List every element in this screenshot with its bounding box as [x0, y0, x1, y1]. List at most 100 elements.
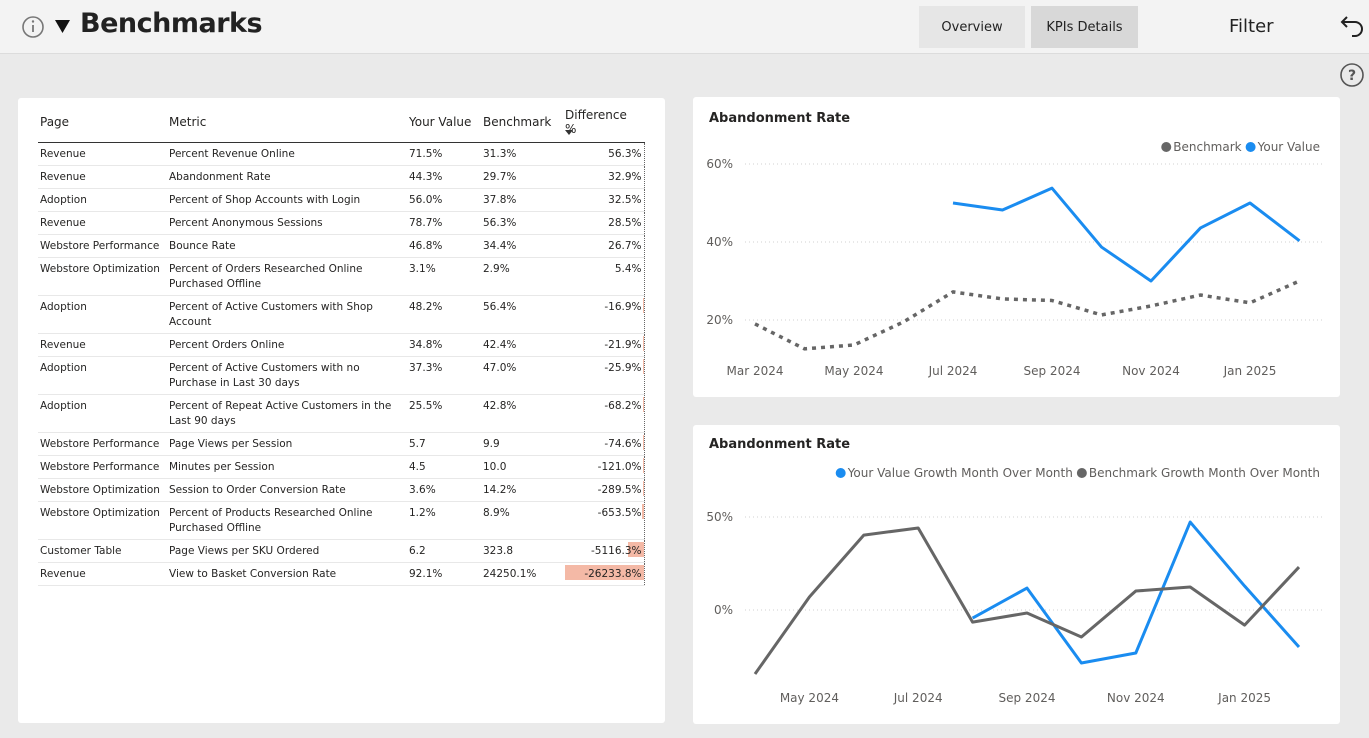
chart: Abandonment Rate 0% 50% May 2024 Jul 2024 Sep…: [706, 437, 1325, 705]
cell: Bounce Rate: [167, 234, 407, 258]
cell-text: -25.9%: [604, 362, 642, 374]
cell: Percent of Shop Accounts with Login: [167, 188, 407, 212]
series-line: [952, 186, 1301, 283]
info-icon[interactable]: [22, 16, 44, 38]
tab-kpis[interactable]: KPIs Details: [1031, 6, 1138, 48]
cell: 2.9%: [481, 257, 563, 296]
cell: Revenue: [38, 142, 167, 166]
undo-icon[interactable]: [1338, 13, 1368, 43]
x-tick-label: Sep 2024: [1024, 364, 1081, 378]
cell: Percent of Orders Researched Online Purc…: [167, 257, 407, 296]
cell: Percent of Active Customers with Shop Ac…: [167, 295, 407, 334]
table-row: Revenue Percent Anonymous Sessions 78.7% 56…: [38, 211, 645, 235]
table-row: Webstore Performance Page Views per Sessi…: [38, 432, 645, 456]
chart: Abandonment Rate 20% 40% 60% Mar 2024 May 202…: [706, 111, 1325, 378]
cell-text: 28.5%: [608, 217, 642, 229]
cell: 3.1%: [407, 257, 481, 296]
cell: 28.5%: [563, 211, 645, 235]
cell: 32.9%: [563, 165, 645, 189]
cell: Page Views per SKU Ordered: [167, 539, 407, 563]
tab-overview[interactable]: Overview: [919, 6, 1025, 48]
header-icons: [22, 16, 70, 38]
data-bar: [564, 565, 644, 580]
cell-text: 5.4%: [614, 263, 642, 275]
cell-text: -74.6%: [604, 438, 642, 450]
cell: -68.2%: [563, 394, 645, 433]
x-tick-label: Jan 2025: [1217, 691, 1271, 705]
y-tick-label: 0%: [714, 603, 733, 617]
cell: 9.9: [481, 432, 563, 456]
chart-title: Abandonment Rate: [709, 437, 850, 452]
table-body: Revenue Percent Revenue Online 71.5% 31.3% 5…: [38, 142, 645, 586]
table-row: Revenue Percent Revenue Online 71.5% 31.3% 5…: [38, 142, 645, 166]
cell: 31.3%: [481, 142, 563, 166]
table-row: Adoption Percent of Active Customers with…: [38, 295, 645, 334]
cell: Percent of Active Customers with no Purc…: [167, 356, 407, 395]
table-row: Customer Table Page Views per SKU Ordered…: [38, 539, 645, 563]
cell: View to Basket Conversion Rate: [167, 562, 407, 586]
cell-text: 32.9%: [608, 171, 642, 183]
x-tick-label: Jul 2024: [893, 691, 943, 705]
cell: 32.5%: [563, 188, 645, 212]
table-row: Webstore Performance Bounce Rate 46.8% 34.4…: [38, 234, 645, 258]
collapse-arrow[interactable]: [55, 20, 70, 33]
cell: -21.9%: [563, 333, 645, 357]
cell: 1.2%: [407, 501, 481, 540]
column-header: Benchmark: [481, 102, 563, 143]
help-icon[interactable]: ?: [1339, 62, 1365, 88]
table-row: Webstore Performance Minutes per Session 4…: [38, 455, 645, 479]
data-bar: [642, 481, 644, 496]
cell-text: -653.5%: [597, 507, 642, 519]
cell: 92.1%: [407, 562, 481, 586]
cell: Revenue: [38, 211, 167, 235]
cell: -26233.8%: [563, 562, 645, 586]
header-row: Page Metric Your Value Benchmark Difference …: [38, 102, 644, 143]
x-tick-label: Jul 2024: [928, 364, 978, 378]
table-row: Revenue Abandonment Rate 44.3% 29.7% 32.9%: [38, 165, 645, 189]
cell: 56.0%: [407, 188, 481, 212]
cell: 6.2: [407, 539, 481, 563]
legend-label: Benchmark: [1173, 140, 1241, 154]
series-line: [753, 526, 1301, 675]
x-tick-label: May 2024: [824, 364, 883, 378]
x-tick-label: May 2024: [780, 691, 839, 705]
table-card: Page Metric Your Value Benchmark Difference …: [18, 98, 665, 723]
table-row: Revenue View to Basket Conversion Rate 92.…: [38, 562, 645, 586]
x-tick-label: Nov 2024: [1122, 364, 1180, 378]
info-icon-dot: [31, 20, 35, 23]
data-bar: [628, 542, 644, 557]
cell: Webstore Performance: [38, 234, 167, 258]
cell: 8.9%: [481, 501, 563, 540]
cell: 26.7%: [563, 234, 645, 258]
cell-text: 32.5%: [608, 194, 642, 206]
legend-label: Benchmark Growth Month Over Month: [1089, 466, 1320, 480]
legend-label: Your Value Growth Month Over Month: [847, 466, 1073, 480]
cell: 5.7: [407, 432, 481, 456]
x-tick-label: Sep 2024: [999, 691, 1056, 705]
chart-card: Abandonment Rate 0% 50% May 2024 Jul 2024 Sep…: [693, 425, 1340, 724]
top-bar: Benchmarks Overview KPIs Details Filter: [0, 0, 1369, 54]
legend-marker: [835, 468, 846, 478]
cell-text: -26233.8%: [584, 568, 642, 580]
column-header: Page: [38, 102, 167, 143]
cell: Webstore Optimization: [38, 478, 167, 502]
cell: Session to Order Conversion Rate: [167, 478, 407, 502]
help-circle: [1340, 63, 1364, 87]
cell: 4.5: [407, 455, 481, 479]
cell: -16.9%: [563, 295, 645, 334]
cell: Adoption: [38, 394, 167, 433]
x-tick-label: Mar 2024: [727, 364, 784, 378]
cell: 323.8: [481, 539, 563, 563]
cell: Percent Revenue Online: [167, 142, 407, 166]
cell: 48.2%: [407, 295, 481, 334]
filter-button[interactable]: Filter: [1229, 16, 1274, 37]
table-row: Webstore Optimization Percent of Products…: [38, 501, 645, 540]
column-header: Metric: [167, 102, 407, 143]
cell: 71.5%: [407, 142, 481, 166]
series-line: [754, 279, 1301, 351]
column-header: Your Value: [407, 102, 481, 143]
cell: 42.4%: [481, 333, 563, 357]
cell-text: 26.7%: [608, 240, 642, 252]
cell: 10.0: [481, 455, 563, 479]
